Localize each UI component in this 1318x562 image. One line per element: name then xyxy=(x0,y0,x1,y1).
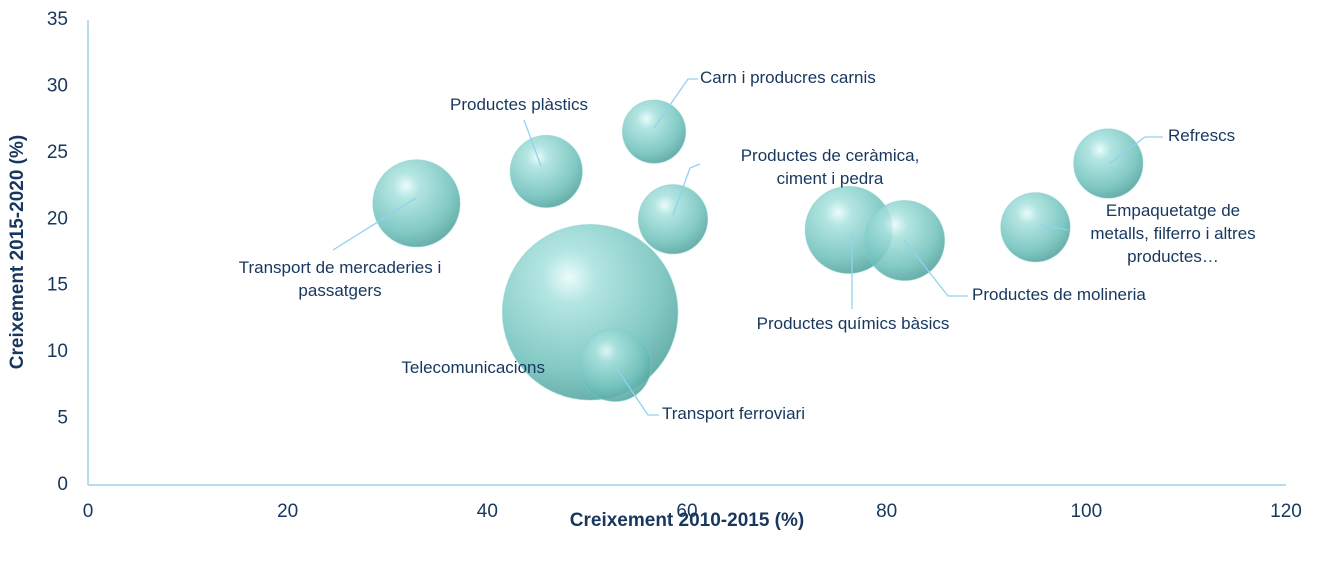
y-tick-label: 25 xyxy=(47,142,68,163)
bubble xyxy=(578,328,652,402)
leader-line xyxy=(903,239,968,297)
bubble xyxy=(1000,192,1071,263)
leader-line xyxy=(1039,224,1069,231)
leader-line xyxy=(332,197,417,251)
bubble-label: Productes químics bàsics xyxy=(757,314,950,333)
x-tick-label: 40 xyxy=(477,501,498,522)
y-axis-title: Creixement 2015-2020 (%) xyxy=(7,135,28,369)
x-tick-label: 100 xyxy=(1070,501,1102,522)
bubble-label: Telecomunicacions xyxy=(401,358,545,377)
leader-line xyxy=(672,163,701,216)
y-tick-label: 0 xyxy=(57,474,68,495)
x-tick-label: 0 xyxy=(83,501,94,522)
x-tick-label: 120 xyxy=(1270,501,1302,522)
bubble-label: Transport de mercaderies i passatgers xyxy=(239,258,442,300)
leader-line xyxy=(653,78,698,129)
leader-line xyxy=(523,119,542,167)
bubble xyxy=(1073,128,1144,199)
y-tick-label: 30 xyxy=(47,75,68,96)
x-tick-label: 20 xyxy=(277,501,298,522)
bubble-label: Productes de molineria xyxy=(972,285,1146,304)
bubble xyxy=(621,99,687,164)
bubble-label: Productes plàstics xyxy=(450,95,588,114)
bubble xyxy=(372,159,461,248)
bubble-label: Empaquetatge de metalls, filferro i altre… xyxy=(1090,201,1255,266)
bubble-label: Productes de ceràmica, ciment i pedra xyxy=(741,146,920,188)
x-tick-label: 80 xyxy=(876,501,897,522)
y-tick-label: 10 xyxy=(47,341,68,362)
bubble xyxy=(509,134,583,209)
y-tick-label: 35 xyxy=(47,9,68,30)
bubble-label: Refrescs xyxy=(1168,126,1235,145)
bubble xyxy=(637,184,709,255)
y-tick-label: 15 xyxy=(47,275,68,296)
bubble-label: Transport ferroviari xyxy=(662,404,805,423)
x-axis-title: Creixement 2010-2015 (%) xyxy=(570,510,804,531)
bubble-label: Carn i producres carnis xyxy=(700,68,876,87)
y-tick-label: 5 xyxy=(57,408,68,429)
x-tick-label: 60 xyxy=(676,501,697,522)
y-tick-label: 20 xyxy=(47,208,68,229)
leader-line xyxy=(1109,136,1163,164)
leader-line xyxy=(614,365,659,416)
